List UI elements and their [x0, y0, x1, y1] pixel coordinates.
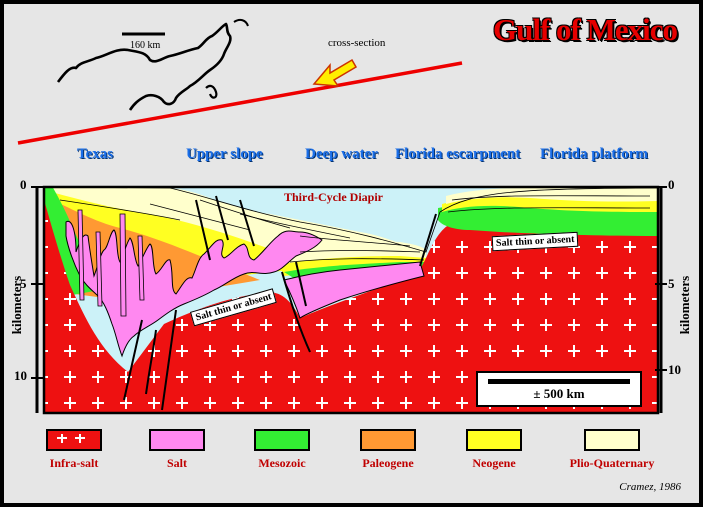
legend-swatch-neogene: [466, 429, 522, 451]
right-tick-0: 0: [668, 177, 675, 192]
salt-spine-1: [77, 209, 85, 301]
left-axis-label: kilometers: [9, 275, 24, 335]
legend-swatch-plio-quaternary: [584, 429, 640, 451]
legend-label-plio-quaternary: Plio-Quaternary: [569, 456, 655, 470]
salt-spine-3: [95, 231, 103, 307]
scale-bar-label: ± 500 km: [533, 386, 585, 401]
map-scale-label: 160 km: [130, 40, 161, 51]
legend-label-infra-salt: Infra-salt: [49, 456, 99, 470]
region-deep-water: Deep water: [305, 146, 378, 162]
diapir-label: Third-Cycle Diapir: [284, 190, 383, 204]
credit: Cramez, 1986: [619, 481, 681, 493]
right-axis-label: kilometers: [677, 275, 692, 335]
region-florida-platform: Florida platform: [540, 146, 648, 162]
figure-title: Gulf of Mexico: [492, 12, 678, 47]
left-tick-10: 10: [14, 368, 27, 383]
infra-salt-basement: [44, 200, 658, 413]
section-border: [42, 185, 660, 415]
coastline-detail-2: [233, 18, 249, 27]
scale-bar-box: ± 500 km: [476, 371, 642, 407]
salt-body-deep: [283, 261, 425, 319]
salt-spine-4: [137, 235, 145, 301]
cross-section: [31, 185, 667, 415]
cross-section-label: cross-section: [328, 37, 386, 49]
right-tick-5: 5: [668, 276, 675, 291]
region-florida-escarpment: Florida escarpment: [395, 146, 521, 162]
left-depth-axis: [31, 186, 43, 413]
legend-label-paleogene: Paleogene: [362, 456, 414, 470]
region-texas: Texas: [77, 146, 114, 162]
left-tick-5: 5: [20, 276, 27, 291]
salt-spine-2: [119, 213, 127, 317]
right-depth-axis: [655, 186, 667, 413]
location-map: [17, 18, 463, 145]
cross-section-arrow: [312, 58, 358, 87]
legend-label-mesozoic: Mesozoic: [258, 456, 306, 470]
legend-swatch-paleogene: [360, 429, 416, 451]
fault-lines: [123, 195, 437, 411]
legend-swatch-salt: [149, 429, 205, 451]
seafloor-line: [44, 187, 658, 253]
coastline: [56, 22, 232, 111]
salt-body-main: [65, 220, 323, 358]
cross-section-line: [17, 61, 463, 145]
left-tick-0: 0: [20, 177, 27, 192]
legend-swatch-infra-salt: [46, 429, 102, 451]
right-tick-10: 10: [668, 362, 681, 377]
legend-label-neogene: Neogene: [472, 456, 516, 470]
coastline-detail: [205, 84, 218, 99]
legend-label-salt: Salt: [166, 456, 188, 470]
legend-swatch-mesozoic: [254, 429, 310, 451]
region-upper-slope: Upper slope: [186, 146, 263, 162]
scale-bar-line: [488, 379, 630, 384]
bedding-lines: [59, 195, 651, 263]
